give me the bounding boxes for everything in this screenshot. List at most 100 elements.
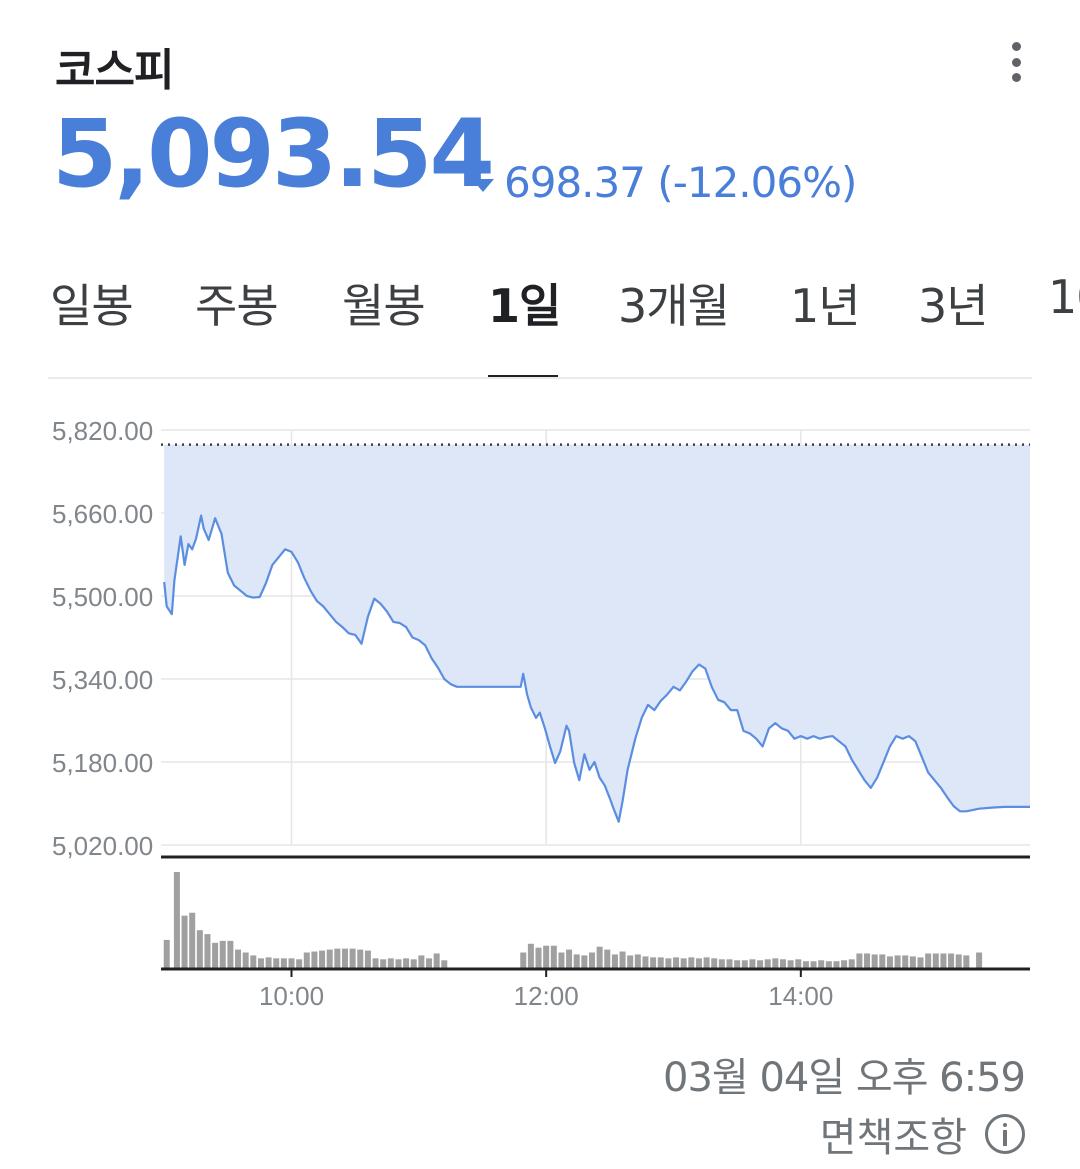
tab-monthly-candle[interactable]: 월봉 [342, 279, 426, 333]
volume-bar [433, 953, 440, 969]
tab-1-day[interactable]: 1일 [488, 279, 561, 333]
volume-bar [418, 955, 425, 969]
x-tick-label: 12:00 [514, 981, 579, 1011]
disclaimer-link[interactable]: 면책조항 [820, 1105, 1025, 1163]
volume-bar [387, 958, 394, 969]
info-icon[interactable] [985, 1114, 1025, 1154]
current-price: 5,093.54 [52, 100, 495, 209]
volume-bar [535, 947, 542, 969]
volume-bar [311, 951, 318, 969]
volume-bar [588, 952, 595, 969]
volume-bar [695, 958, 702, 969]
volume-bar [673, 957, 680, 969]
volume-bar [604, 949, 611, 969]
volume-bar [634, 954, 641, 969]
volume-bar [273, 958, 280, 969]
y-tick-label: 5,020.00 [52, 831, 153, 861]
volume-bar [879, 954, 886, 969]
volume-bar [894, 955, 901, 969]
volume-bar [657, 957, 664, 969]
volume-bar [825, 961, 832, 969]
volume-bar [349, 948, 356, 969]
volume-bar [227, 940, 234, 969]
volume-bar [734, 960, 741, 969]
volume-bar [334, 948, 341, 969]
price-chart[interactable]: 5,820.00 5,660.00 5,500.00 5,340.00 5,180.00… [0, 390, 1080, 1020]
volume-bar [764, 959, 771, 969]
volume-bar [441, 960, 448, 969]
active-tab-indicator [488, 375, 558, 378]
volume-bar [627, 955, 634, 969]
volume-bar [581, 955, 588, 969]
volume-bar [341, 948, 348, 969]
volume-bar [749, 959, 756, 969]
volume-bar [948, 953, 955, 969]
y-tick-label: 5,500.00 [52, 582, 153, 612]
y-tick-label: 5,180.00 [52, 748, 153, 778]
volume-bar [711, 958, 718, 969]
timestamp: 03월 04일 오후 6:59 [663, 1055, 1026, 1101]
volume-bar [319, 950, 326, 969]
volume-bar [650, 957, 657, 969]
volume-bar [680, 958, 687, 969]
volume-bar [619, 951, 626, 969]
tab-3-years[interactable]: 3년 [918, 279, 989, 333]
volume-bar [527, 943, 534, 969]
tab-weekly-candle[interactable]: 주봉 [195, 279, 279, 333]
volume-bar [189, 912, 196, 969]
volume-bar [410, 959, 417, 969]
volume-bar [219, 940, 226, 969]
volume-bar [902, 955, 909, 969]
volume-bar [886, 956, 893, 969]
volume-bar [288, 958, 295, 969]
volume-bar [909, 956, 916, 969]
volume-bar [795, 959, 802, 969]
volume-bar [596, 946, 603, 969]
volume-bar [976, 952, 983, 969]
volume-bar [357, 949, 364, 969]
volume-bar [296, 959, 303, 969]
volume-bar [235, 949, 242, 969]
volume-bar [757, 960, 764, 969]
triangle-down-icon [472, 178, 494, 192]
volume-bar [833, 961, 840, 969]
volume-bar [250, 955, 257, 969]
volume-bar [280, 958, 287, 969]
more-vert-icon[interactable] [1000, 38, 1032, 86]
volume-bar [802, 961, 809, 969]
volume-bar [917, 957, 924, 969]
volume-bar [856, 953, 863, 969]
volume-bar [665, 958, 672, 969]
price-area [164, 444, 1030, 822]
volume-bar [925, 953, 932, 969]
tabs-divider [48, 377, 1032, 379]
tab-10-years[interactable]: 10 [1048, 270, 1080, 324]
volume-bar [940, 953, 947, 969]
volume-bar [173, 872, 180, 969]
volume-bar [242, 952, 249, 969]
tab-daily-candle[interactable]: 일봉 [50, 279, 134, 333]
volume-bar [265, 957, 272, 969]
range-tabs: 일봉 주봉 월봉 1일 3개월 1년 3년 10 [0, 270, 1080, 380]
volume-bar [204, 934, 211, 969]
volume-bar [550, 945, 557, 969]
volume-bar [810, 961, 817, 969]
price-change-text: 698.37 (-12.06%) [504, 158, 857, 207]
page-title: 코스피 [55, 45, 174, 96]
volume-bar [787, 960, 794, 969]
y-tick-label: 5,820.00 [52, 416, 153, 446]
volume-bar [848, 959, 855, 969]
volume-bar [196, 930, 203, 969]
volume-bar [703, 957, 710, 969]
volume-bar [818, 960, 825, 969]
volume-bar [741, 960, 748, 969]
tab-1-year[interactable]: 1년 [790, 279, 861, 333]
price-line [163, 514, 1030, 823]
y-tick-label: 5,340.00 [52, 665, 153, 695]
volume-bar [871, 954, 878, 969]
volume-bar [181, 915, 188, 969]
volume-bar [303, 952, 310, 969]
tab-3-months[interactable]: 3개월 [618, 279, 730, 333]
volume-bar [772, 958, 779, 969]
volume-bar [955, 954, 962, 969]
